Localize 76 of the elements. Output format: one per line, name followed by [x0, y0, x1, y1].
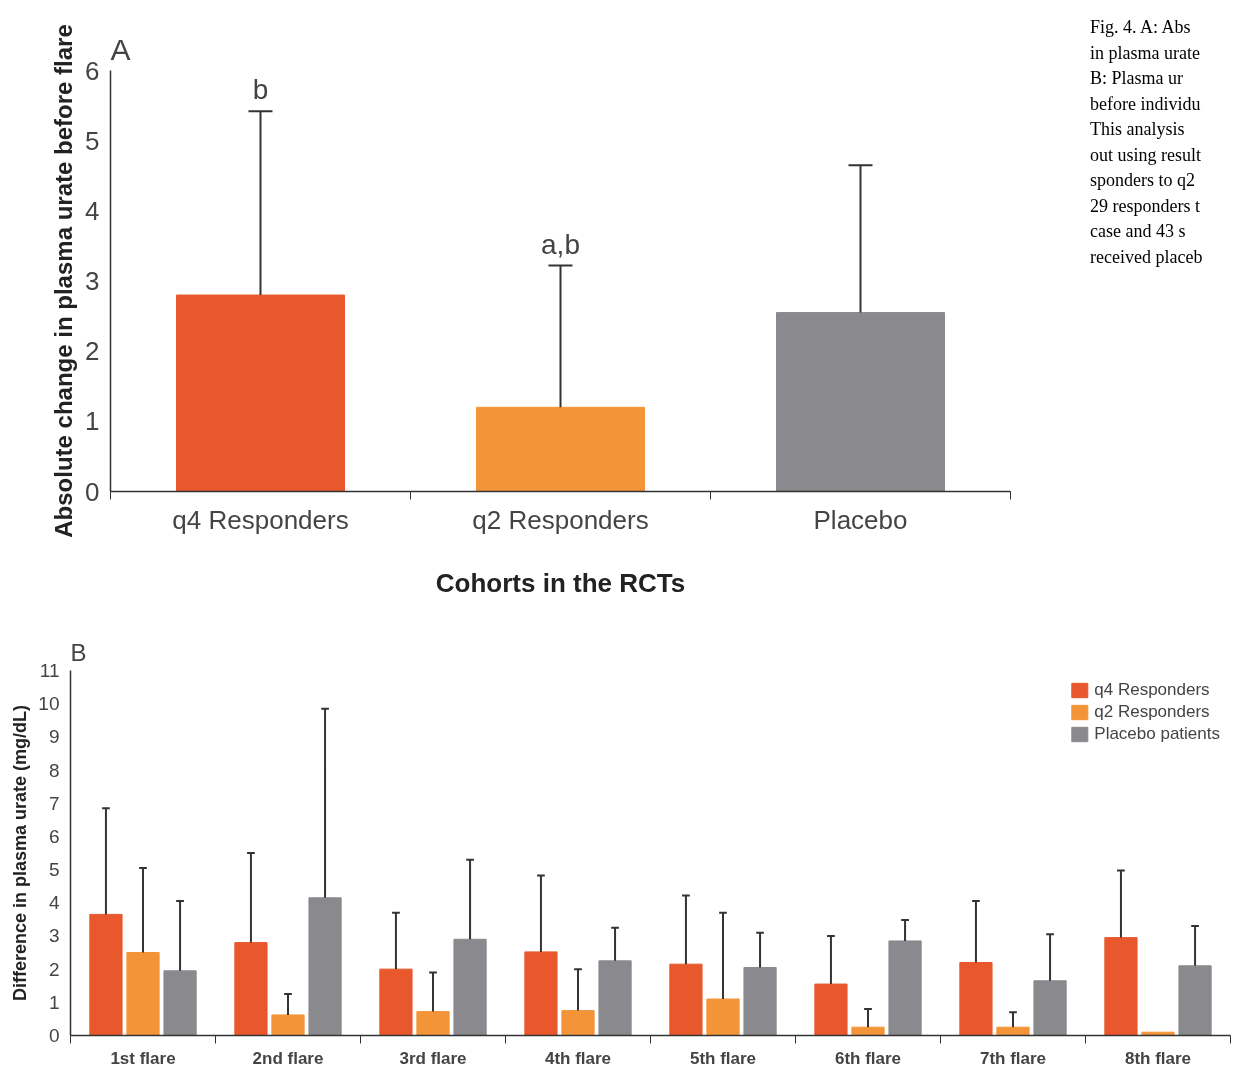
x-tick-label: 7th flare [979, 1048, 1047, 1068]
x-tick-label: 5th flare [689, 1048, 757, 1068]
x-axis-title: Cohorts in the RCTs [435, 567, 686, 598]
bar [271, 1014, 305, 1036]
annotation: a,b [541, 228, 580, 260]
y-tick-label: 6 [48, 825, 60, 847]
text: in plasma urate [1090, 42, 1200, 63]
x-tick-label: 8th flare [1124, 1048, 1192, 1068]
y-tick-label: 1 [85, 406, 100, 437]
y-tick-label: 2 [48, 958, 60, 980]
x-tick-label: 2nd flare [252, 1048, 324, 1068]
bar [776, 312, 945, 492]
legend-label: q2 Responders [1094, 702, 1210, 722]
x-tick-label: 4th flare [544, 1048, 612, 1068]
bar [814, 983, 848, 1036]
bar [416, 1011, 450, 1036]
x-tick-label: q4 Responders [172, 504, 349, 535]
text: case and 43 s [1090, 221, 1186, 241]
y-tick-label: 10 [38, 693, 60, 715]
x-tick-label: Placebo [813, 504, 908, 535]
bar [176, 294, 345, 492]
bar [598, 960, 632, 1036]
bar [163, 970, 197, 1036]
text: before individu [1090, 93, 1201, 114]
bar [743, 966, 777, 1036]
y-tick-label: 3 [85, 266, 100, 296]
x-tick-label: 6th flare [834, 1048, 902, 1068]
bar [453, 938, 487, 1036]
y-tick-label: 5 [48, 859, 60, 881]
legend-label: Placebo patients [1094, 724, 1220, 744]
bar [524, 951, 558, 1036]
bar [379, 968, 413, 1036]
y-tick-label: 4 [48, 892, 60, 914]
bar [706, 998, 740, 1036]
y-tick-label: 0 [85, 476, 100, 507]
bar [1178, 965, 1212, 1036]
y-tick-label: 6 [85, 55, 100, 86]
y-tick-label: 0 [48, 1025, 60, 1046]
x-tick-label: 3rd flare [399, 1048, 467, 1068]
bar [126, 952, 160, 1036]
text: This analysis [1090, 119, 1185, 139]
y-tick-label: 8 [48, 759, 60, 781]
text: sponders to q2 [1090, 170, 1195, 190]
bar [1104, 937, 1138, 1036]
y-tick-label: 2 [85, 336, 100, 367]
y-tick-label: 5 [85, 125, 100, 156]
y-tick-label: 9 [48, 726, 60, 748]
text: out using result [1090, 144, 1201, 165]
text: received placeb [1090, 246, 1203, 267]
x-tick-label: q2 Responders [472, 504, 649, 535]
bar [996, 1026, 1030, 1036]
caption: Fig. 4. A: Abs [1090, 17, 1191, 37]
chart-title: B [70, 638, 87, 666]
bar [476, 406, 645, 492]
bar [308, 897, 342, 1036]
bar [561, 1010, 595, 1036]
chart-title: A [110, 32, 131, 66]
bar [1033, 980, 1067, 1036]
annotation: b [252, 74, 269, 106]
y-axis-title: Absolute change in plasma urate before flare [50, 24, 78, 538]
y-tick-label: 4 [85, 195, 100, 226]
bar [234, 942, 268, 1036]
text: 29 responders t [1090, 195, 1200, 216]
y-tick-label: 11 [39, 660, 60, 681]
text: B: Plasma ur [1090, 68, 1183, 88]
bar [888, 940, 922, 1036]
bar [851, 1026, 885, 1036]
y-axis-title: Difference in plasma urate (mg/dL) [10, 704, 31, 1002]
bar [89, 913, 123, 1036]
y-tick-label: 3 [48, 925, 60, 947]
x-tick-label: 1st flare [110, 1048, 176, 1068]
y-tick-label: 7 [48, 792, 60, 814]
bar [959, 962, 993, 1036]
legend-label: q4 Responders [1094, 680, 1210, 700]
y-tick-label: 1 [48, 991, 60, 1013]
bar [669, 963, 703, 1036]
